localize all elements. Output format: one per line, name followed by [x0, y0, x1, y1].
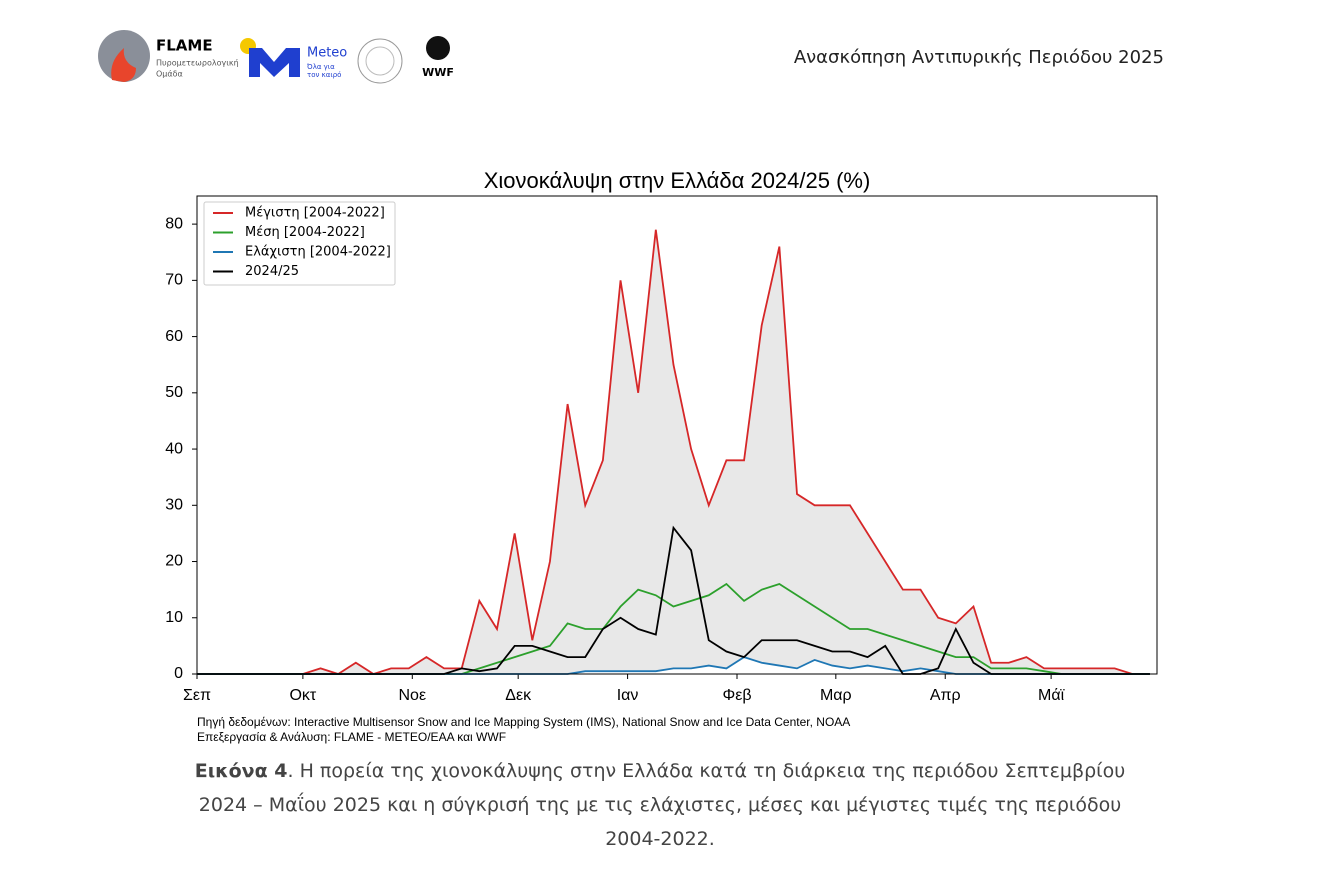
y-tick-label: 40	[165, 440, 183, 457]
source: Πηγή δεδομένων: Interactive Multisensor …	[197, 715, 850, 729]
caption-text: . Η πορεία της χιονοκάλυψης στην Ελλάδα …	[198, 760, 1126, 850]
flame-name: FLAME	[156, 37, 213, 55]
y-tick-label: 20	[165, 553, 183, 570]
page-svg: FLAME Πυρομετεωρολογική Ομάδα Meteo Όλα …	[98, 30, 1164, 744]
flame-sub: Ομάδα	[156, 70, 183, 79]
legend-label: 2024/25	[245, 264, 299, 279]
x-tick-label: Δεκ	[505, 687, 532, 704]
seal-inner	[365, 46, 395, 76]
flame-shape	[111, 48, 136, 82]
flame-sub: Πυρομετεωρολογική	[156, 59, 239, 68]
shaded-range	[197, 229, 1150, 674]
plot-frame	[196, 195, 1158, 675]
y-tick-label: 0	[174, 665, 183, 682]
seal	[357, 38, 403, 84]
legend-label: Μέγιστη [2004-2022]	[245, 206, 385, 221]
x-tick-label: Οκτ	[289, 687, 316, 704]
y-tick-label: 70	[165, 272, 183, 289]
y-tick-label: 80	[165, 215, 183, 232]
wwf: WWF	[422, 66, 454, 79]
y-tick-label: 10	[165, 609, 183, 626]
header-title: Ανασκόπηση Αντιπυρικής Περιόδου 2025	[794, 47, 1164, 68]
x-tick-label: Σεπ	[183, 687, 211, 704]
chart-title: Χιονοκάλυψη στην Ελλάδα 2024/25 (%)	[484, 168, 871, 193]
x-tick-label: Μαρ	[820, 687, 852, 704]
caption-label: Εικόνα 4	[194, 760, 288, 782]
y-tick-label: 30	[165, 497, 183, 514]
meteo-sub: Όλα για	[306, 63, 335, 71]
series-line	[197, 229, 1150, 675]
logos: FLAME Πυρομετεωρολογική Ομάδα Meteo Όλα …	[98, 30, 454, 84]
x-tick-label: Απρ	[930, 687, 961, 704]
legend-label: Μέση [2004-2022]	[245, 225, 365, 240]
caption: Εικόνα 4. Η πορεία της χιονοκάλυψης στην…	[170, 754, 1150, 856]
legend-label: Ελάχιστη [2004-2022]	[245, 245, 391, 260]
y-tick-label: 60	[165, 328, 183, 345]
x-tick-label: Ιαν	[617, 687, 639, 704]
legend-box	[203, 201, 396, 286]
source: Επεξεργασία & Ανάλυση: FLAME - METEO/EAA…	[197, 730, 506, 744]
x-tick-label: Μάϊ	[1038, 687, 1065, 704]
meteo-m	[249, 48, 300, 77]
x-tick-label: Νοε	[398, 687, 426, 704]
x-tick-label: Φεβ	[722, 687, 751, 704]
panda	[426, 36, 450, 60]
meteo-sub: τον καιρό	[307, 71, 341, 79]
meteo-name: Meteo	[307, 46, 347, 61]
y-tick-label: 50	[165, 384, 183, 401]
